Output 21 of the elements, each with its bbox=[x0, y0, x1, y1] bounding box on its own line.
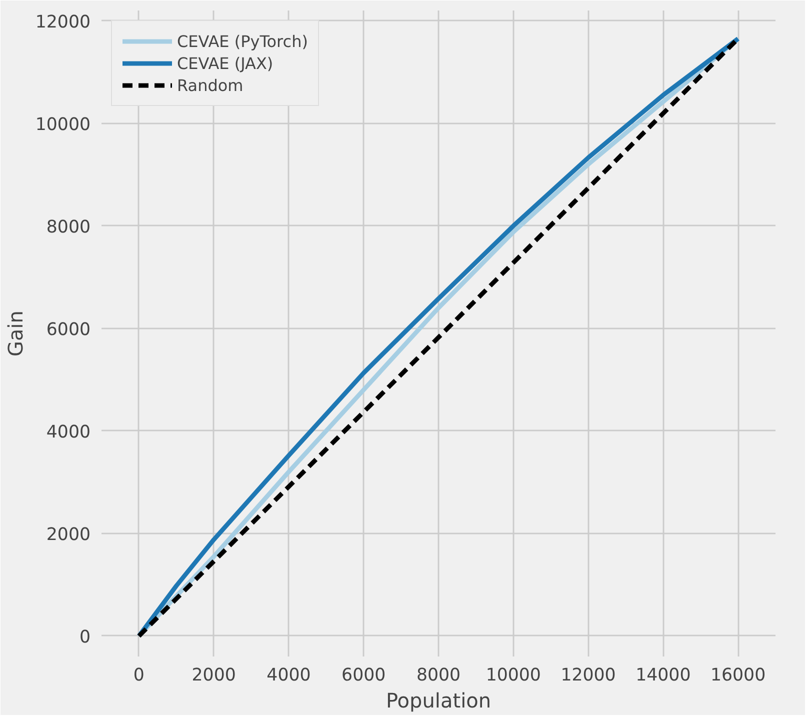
x-tick-label: 14000 bbox=[636, 666, 691, 686]
x-tick-label: 0 bbox=[133, 666, 144, 686]
y-tick-label: 0 bbox=[79, 627, 91, 648]
x-tick-label: 8000 bbox=[416, 666, 461, 686]
legend-label: Random bbox=[177, 76, 244, 94]
y-tick-label: 8000 bbox=[46, 217, 91, 238]
y-tick-label: 10000 bbox=[35, 114, 90, 135]
y-tick-label: 4000 bbox=[46, 422, 91, 442]
legend-label: CEVAE (PyTorch) bbox=[177, 32, 308, 50]
y-tick-label: 6000 bbox=[46, 320, 91, 340]
x-tick-label: 12000 bbox=[560, 666, 616, 686]
y-axis-title: Gain bbox=[3, 310, 28, 356]
x-tick-label: 10000 bbox=[486, 666, 541, 686]
legend-label: CEVAE (JAX) bbox=[177, 54, 274, 72]
x-tick-label: 6000 bbox=[342, 666, 386, 686]
x-tick-label: 4000 bbox=[266, 666, 311, 686]
y-tick-label: 2000 bbox=[46, 524, 91, 545]
x-tick-label: 16000 bbox=[710, 666, 766, 686]
x-tick-label: 2000 bbox=[192, 666, 236, 686]
y-tick-label: 12000 bbox=[35, 12, 90, 32]
x-axis-title: Population bbox=[386, 688, 492, 712]
